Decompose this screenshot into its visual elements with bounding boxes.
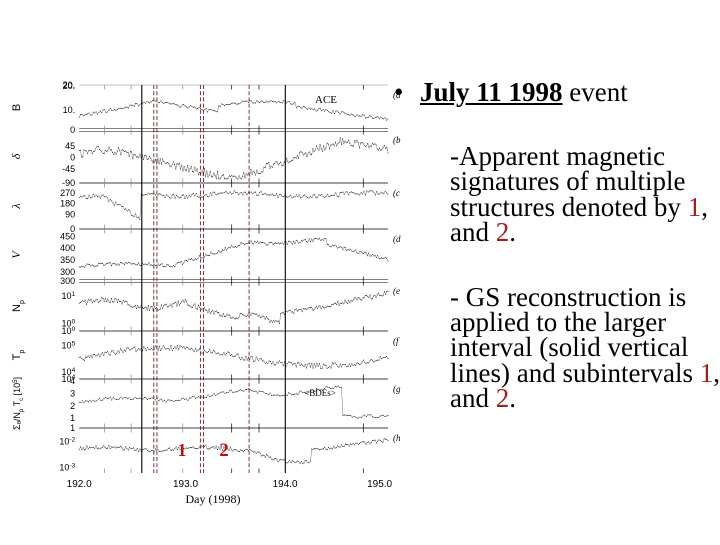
- svg-text:δ: δ: [9, 153, 23, 159]
- svg-text:-45: -45: [62, 164, 75, 174]
- svg-text:(c: (c: [393, 188, 400, 198]
- svg-text:45: 45: [65, 141, 75, 151]
- svg-text:2: 2: [219, 440, 229, 461]
- svg-text:1: 1: [178, 440, 187, 460]
- svg-text:Day (1998): Day (1998): [186, 492, 241, 506]
- svg-text:270: 270: [60, 188, 75, 198]
- svg-text:10.: 10.: [63, 105, 76, 115]
- svg-text:0: 0: [70, 224, 75, 234]
- svg-text:193.0: 193.0: [173, 479, 198, 490]
- svg-text:0: 0: [70, 153, 75, 163]
- svg-text:3: 3: [70, 389, 75, 399]
- svg-text:192.0: 192.0: [67, 479, 92, 490]
- svg-text:1: 1: [70, 423, 75, 433]
- svg-text:(h: (h: [393, 433, 401, 443]
- svg-text:(d: (d: [393, 234, 401, 244]
- svg-text:350: 350: [60, 255, 75, 265]
- svg-text:λ: λ: [9, 203, 23, 209]
- svg-text:180: 180: [60, 199, 75, 209]
- svg-text:194.0: 194.0: [273, 479, 298, 490]
- svg-text:(e: (e: [393, 286, 400, 296]
- svg-text:195.0: 195.0: [367, 479, 392, 490]
- svg-text:400: 400: [60, 243, 75, 253]
- svg-text:B: B: [11, 104, 23, 111]
- svg-text:(b: (b: [393, 135, 401, 145]
- svg-text:90: 90: [65, 209, 75, 219]
- svg-text:300: 300: [60, 276, 75, 286]
- svg-text:20.: 20.: [63, 80, 76, 90]
- svg-text:-90: -90: [62, 178, 75, 188]
- svg-text:ACE: ACE: [315, 94, 337, 106]
- svg-text:2: 2: [70, 401, 75, 411]
- svg-text:1: 1: [70, 413, 75, 423]
- svg-text:0: 0: [70, 125, 75, 135]
- svg-text:<BDEs>: <BDEs>: [304, 388, 336, 398]
- svg-text:(g: (g: [393, 384, 401, 394]
